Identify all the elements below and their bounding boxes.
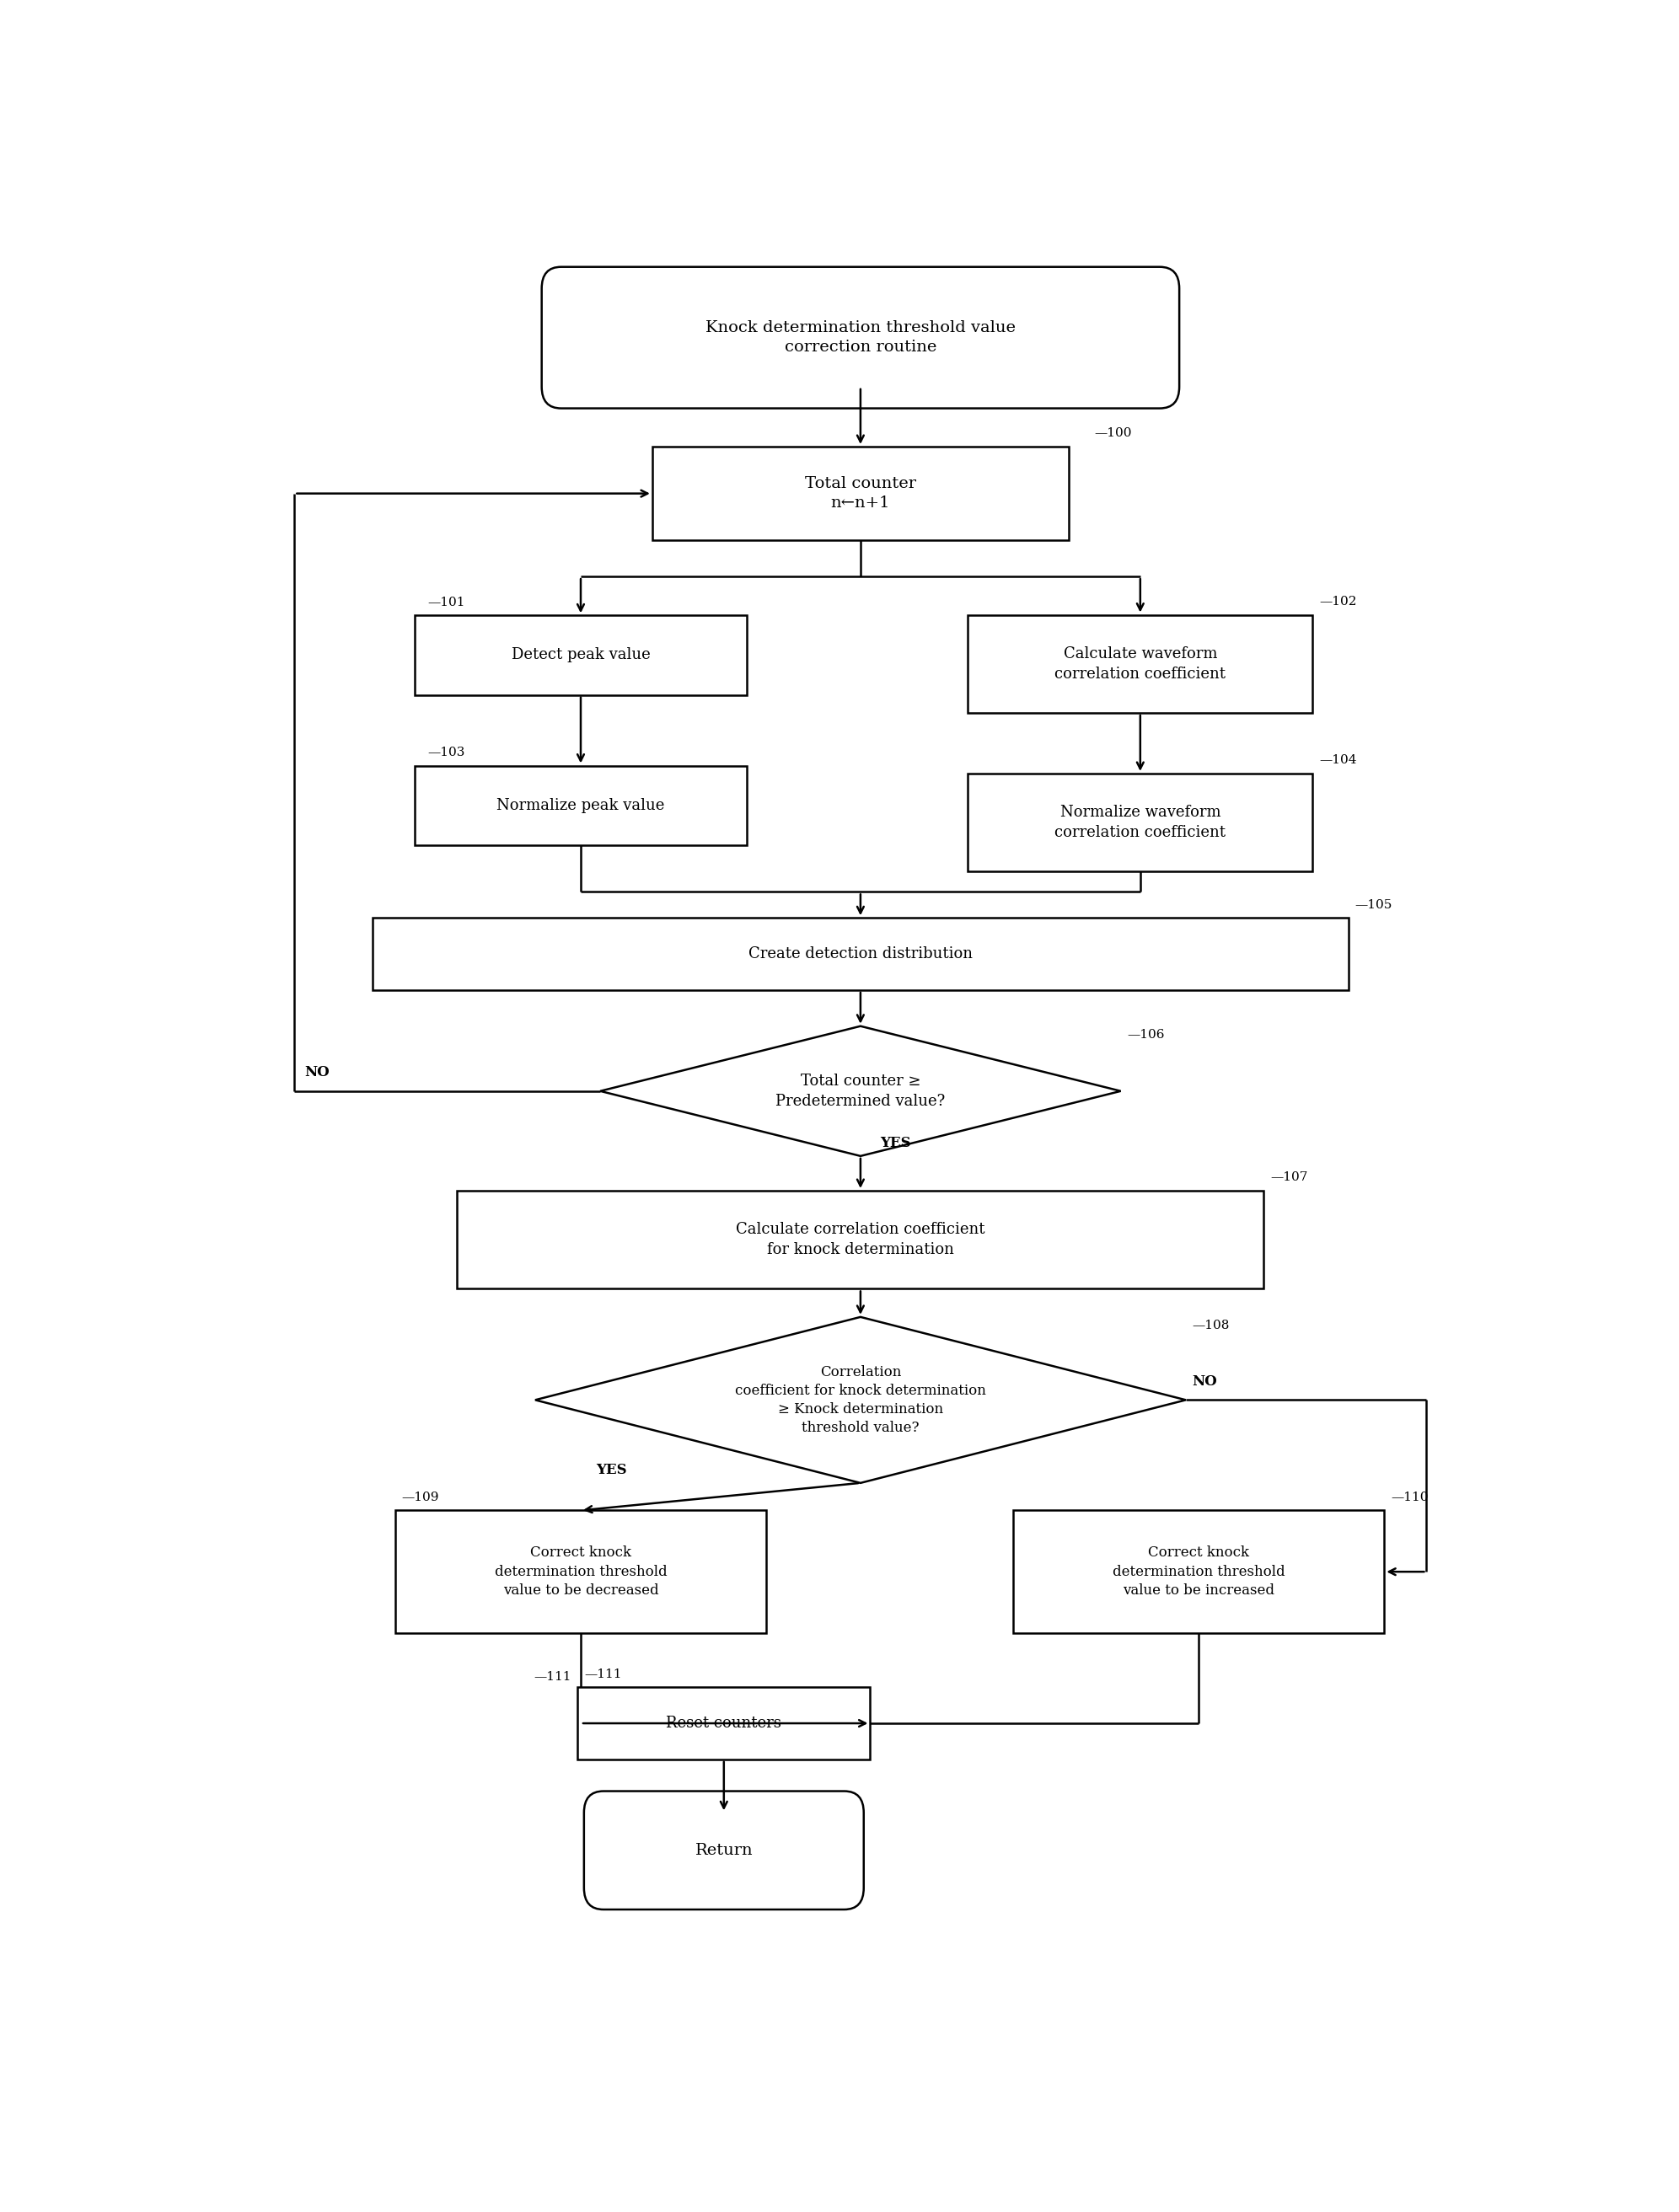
- Text: Create detection distribution: Create detection distribution: [749, 947, 972, 962]
- Text: —101: —101: [428, 597, 465, 608]
- Text: Correct knock
determination threshold
value to be increased: Correct knock determination threshold va…: [1113, 1546, 1284, 1597]
- Text: Total counter ≥
Predetermined value?: Total counter ≥ Predetermined value?: [776, 1073, 945, 1108]
- FancyBboxPatch shape: [584, 1792, 863, 1909]
- Text: YES: YES: [596, 1462, 628, 1478]
- Text: —106: —106: [1127, 1029, 1165, 1040]
- Text: —105: —105: [1355, 898, 1392, 911]
- Text: Reset counters: Reset counters: [667, 1717, 781, 1730]
- Text: —100: —100: [1095, 427, 1132, 440]
- Text: Calculate correlation coefficient
for knock determination: Calculate correlation coefficient for kn…: [735, 1223, 986, 1256]
- Polygon shape: [536, 1316, 1185, 1482]
- Bar: [967, 774, 1313, 872]
- Text: —107: —107: [1271, 1172, 1308, 1183]
- Polygon shape: [601, 1026, 1122, 1157]
- Bar: [651, 447, 1068, 540]
- Bar: [415, 765, 747, 845]
- Text: —109: —109: [401, 1491, 440, 1504]
- Bar: [578, 1688, 870, 1759]
- Text: —108: —108: [1192, 1321, 1229, 1332]
- Bar: [967, 615, 1313, 712]
- Text: Calculate waveform
correlation coefficient: Calculate waveform correlation coefficie…: [1054, 646, 1226, 681]
- Text: NO: NO: [1192, 1374, 1217, 1389]
- Text: Correct knock
determination threshold
value to be decreased: Correct knock determination threshold va…: [495, 1546, 667, 1597]
- Text: YES: YES: [880, 1137, 912, 1150]
- Bar: [457, 1190, 1264, 1290]
- Text: Detect peak value: Detect peak value: [512, 648, 650, 664]
- Text: Normalize waveform
correlation coefficient: Normalize waveform correlation coefficie…: [1054, 805, 1226, 841]
- Text: —104: —104: [1320, 754, 1357, 765]
- Text: NO: NO: [306, 1066, 331, 1079]
- Bar: [395, 1511, 766, 1632]
- Text: —111: —111: [584, 1668, 621, 1679]
- Bar: [415, 615, 747, 695]
- Text: Normalize peak value: Normalize peak value: [497, 799, 665, 812]
- Bar: [373, 918, 1348, 991]
- FancyBboxPatch shape: [542, 268, 1179, 409]
- Text: —102: —102: [1320, 595, 1357, 608]
- Text: —110: —110: [1390, 1491, 1429, 1504]
- Text: Return: Return: [695, 1843, 752, 1858]
- Text: Correlation
coefficient for knock determination
≥ Knock determination
threshold : Correlation coefficient for knock determ…: [735, 1365, 986, 1436]
- Text: Knock determination threshold value
correction routine: Knock determination threshold value corr…: [705, 321, 1016, 356]
- Text: —111: —111: [534, 1670, 571, 1683]
- Text: —103: —103: [428, 748, 465, 759]
- Text: Total counter
n←n+1: Total counter n←n+1: [804, 476, 917, 511]
- Bar: [1014, 1511, 1383, 1632]
